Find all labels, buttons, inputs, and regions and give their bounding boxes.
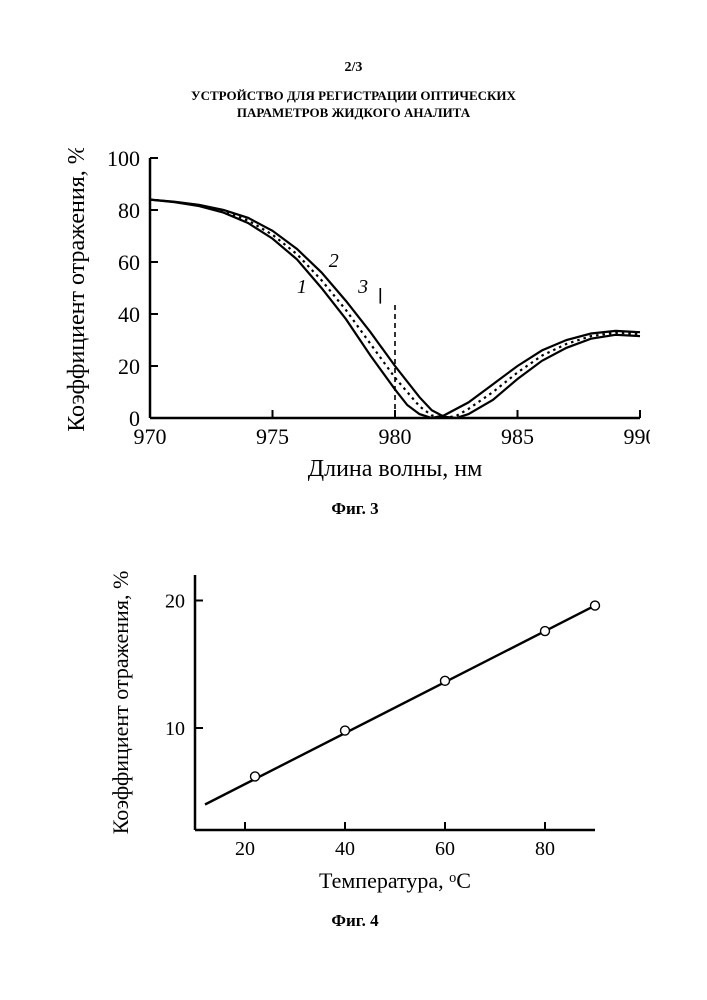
title-line-1: УСТРОЙСТВО ДЛЯ РЕГИСТРАЦИИ ОПТИЧЕСКИХ: [191, 88, 516, 103]
svg-text:980: 980: [379, 424, 412, 449]
title-line-2: ПАРАМЕТРОВ ЖИДКОГО АНАЛИТА: [237, 105, 470, 120]
svg-text:1: 1: [297, 276, 307, 298]
figure-3-chart: 020406080100970975980985990Коэффициент о…: [60, 148, 650, 488]
svg-text:20: 20: [118, 354, 140, 379]
svg-text:60: 60: [118, 250, 140, 275]
svg-text:40: 40: [335, 838, 355, 860]
svg-text:2: 2: [329, 250, 339, 272]
figure-3-caption: Фиг. 3: [60, 499, 650, 519]
figure-4-caption: Фиг. 4: [100, 911, 610, 931]
svg-text:10: 10: [165, 718, 185, 740]
svg-text:970: 970: [134, 424, 167, 449]
svg-text:80: 80: [118, 198, 140, 223]
svg-text:3: 3: [357, 276, 368, 298]
svg-text:40: 40: [118, 302, 140, 327]
figure-4-chart: 10 20 20 40 60 80 Коэффициент отражения, % Темп…: [100, 560, 610, 900]
svg-text:100: 100: [107, 148, 140, 171]
svg-text:Длина волны, нм: Длина волны, нм: [308, 456, 483, 482]
svg-text:975: 975: [256, 424, 289, 449]
page-number: 2/3: [0, 60, 707, 76]
svg-text:Температура, oC: Температура, oC: [319, 868, 471, 893]
svg-text:20: 20: [235, 838, 255, 860]
svg-text:60: 60: [435, 838, 455, 860]
svg-text:Коэффициент отражения, %: Коэффициент отражения, %: [108, 571, 133, 835]
svg-text:Коэффициент отражения, %: Коэффициент отражения, %: [64, 148, 90, 432]
svg-text:20: 20: [165, 591, 185, 613]
figure-4-container: 10 20 20 40 60 80 Коэффициент отражения, % Темп…: [100, 560, 610, 931]
figure-3-container: 020406080100970975980985990Коэффициент о…: [60, 148, 650, 519]
svg-text:990: 990: [624, 424, 651, 449]
svg-text:80: 80: [535, 838, 555, 860]
svg-text:985: 985: [501, 424, 534, 449]
document-title: УСТРОЙСТВО ДЛЯ РЕГИСТРАЦИИ ОПТИЧЕСКИХ ПА…: [0, 88, 707, 122]
